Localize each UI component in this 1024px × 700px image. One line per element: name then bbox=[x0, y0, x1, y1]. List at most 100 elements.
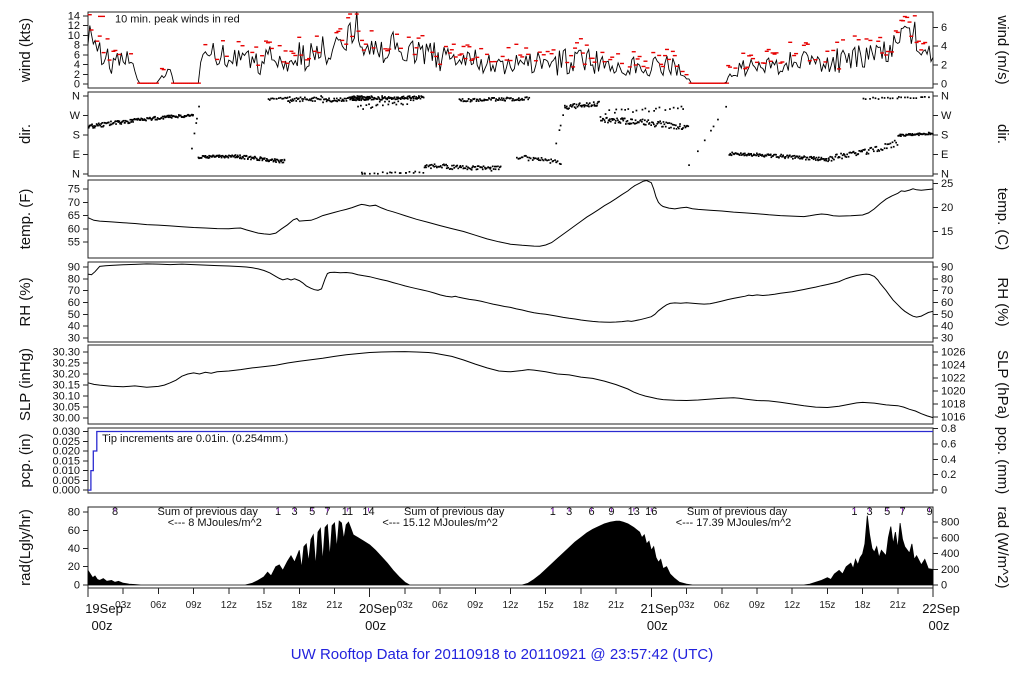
annotation: 1 bbox=[275, 506, 281, 518]
annotation: 14 bbox=[362, 506, 374, 518]
ytick-left-pcp: 0.025 bbox=[52, 436, 80, 448]
ytick-right-slp: 1018 bbox=[941, 399, 965, 411]
annotation: 8 bbox=[112, 506, 118, 518]
ytick-left-dir: S bbox=[73, 130, 80, 142]
ytick-left-wind: 0 bbox=[74, 79, 80, 91]
panel-slp: 30.0030.0530.1030.1530.2030.2530.3010161… bbox=[17, 344, 1011, 425]
axis-label-right-slp: SLP (hPa) bbox=[994, 350, 1011, 419]
ytick-left-wind: 4 bbox=[74, 59, 80, 71]
ytick-right-rad: 800 bbox=[941, 517, 959, 529]
xtick-label: 09z bbox=[749, 600, 765, 611]
xtick-label: 21z bbox=[326, 600, 342, 611]
xtick-label: 09z bbox=[467, 600, 483, 611]
annotation: 16 bbox=[645, 506, 657, 518]
ytick-left-wind: 14 bbox=[68, 10, 80, 22]
annotation: 10 min. peak winds in red bbox=[115, 13, 240, 25]
ytick-left-pcp: 0.030 bbox=[52, 426, 80, 438]
xtick-label: 06z bbox=[432, 600, 448, 611]
ytick-right-slp: 1022 bbox=[941, 373, 965, 385]
ytick-right-pcp: 0.6 bbox=[941, 438, 956, 450]
ytick-right-rh: 90 bbox=[941, 261, 953, 273]
annotation: 7 bbox=[899, 506, 905, 518]
ytick-right-rh: 50 bbox=[941, 309, 953, 321]
annotation: 5 bbox=[884, 506, 890, 518]
annotation: 3 bbox=[566, 506, 572, 518]
ytick-left-pcp: 0.005 bbox=[52, 475, 80, 487]
ytick-left-rad: 60 bbox=[68, 525, 80, 537]
axis-label-left-dir: dir. bbox=[17, 124, 34, 144]
axis-label-right-temp: temp. (C) bbox=[994, 188, 1011, 251]
ytick-left-pcp: 0.000 bbox=[52, 485, 80, 497]
axis-label-left-slp: SLP (inHg) bbox=[17, 348, 34, 421]
xtick-label: 12z bbox=[221, 600, 237, 611]
axis-label-right-wind: wind (m/s) bbox=[994, 14, 1011, 84]
axis-label-right-rh: RH (%) bbox=[994, 277, 1011, 326]
ytick-right-dir: N bbox=[941, 91, 949, 103]
ytick-right-wind: 0 bbox=[941, 79, 947, 91]
ytick-right-temp: 15 bbox=[941, 226, 953, 238]
ytick-left-rad: 0 bbox=[74, 579, 80, 591]
xtick-label: 03z bbox=[678, 600, 694, 611]
ytick-left-dir: E bbox=[73, 149, 80, 161]
annotation: 1 bbox=[550, 506, 556, 518]
ytick-left-slp: 30.00 bbox=[52, 413, 80, 425]
xtick-label: 18z bbox=[855, 600, 871, 611]
xtick-label: 21z bbox=[890, 600, 906, 611]
ytick-left-temp: 65 bbox=[68, 210, 80, 222]
ytick-right-rh: 30 bbox=[941, 332, 953, 344]
ytick-left-pcp: 0.020 bbox=[52, 446, 80, 458]
annotation: 9 bbox=[926, 506, 932, 518]
annotation: 13 bbox=[628, 506, 640, 518]
xtick-label: 06z bbox=[714, 600, 730, 611]
xtick-label: 12z bbox=[784, 600, 800, 611]
ytick-left-rh: 60 bbox=[68, 297, 80, 309]
annotation: <--- 17.39 MJoules/m^2 bbox=[676, 517, 792, 529]
ytick-right-pcp: 0.2 bbox=[941, 469, 956, 481]
ytick-right-rad: 200 bbox=[941, 564, 959, 576]
ytick-right-wind: 6 bbox=[941, 22, 947, 34]
xtick-label: 09z bbox=[186, 600, 202, 611]
ytick-left-rh: 70 bbox=[68, 285, 80, 297]
ytick-left-wind: 8 bbox=[74, 40, 80, 52]
annotation: 3 bbox=[867, 506, 873, 518]
ytick-right-slp: 1026 bbox=[941, 347, 965, 359]
date-label: 21Sep bbox=[641, 601, 679, 616]
ytick-left-dir: N bbox=[72, 91, 80, 103]
annotation: <--- 15.12 MJoules/m^2 bbox=[382, 517, 498, 529]
ytick-left-slp: 30.30 bbox=[52, 347, 80, 359]
ytick-right-rad: 0 bbox=[941, 579, 947, 591]
annotation: 7 bbox=[324, 506, 330, 518]
ytick-left-wind: 12 bbox=[68, 20, 80, 32]
ytick-left-dir: W bbox=[70, 110, 81, 122]
xtick-label: 18z bbox=[573, 600, 589, 611]
xtick-label: 15z bbox=[819, 600, 835, 611]
ytick-left-dir: N bbox=[72, 169, 80, 181]
date-label: 20Sep bbox=[359, 601, 397, 616]
xtick-label: 18z bbox=[291, 600, 307, 611]
ytick-left-pcp: 0.015 bbox=[52, 455, 80, 467]
xtick-label: 15z bbox=[256, 600, 272, 611]
ytick-left-wind: 6 bbox=[74, 49, 80, 61]
ytick-right-rh: 80 bbox=[941, 273, 953, 285]
annotation: Sum of previous day bbox=[404, 506, 505, 518]
annotation: <--- 8 MJoules/m^2 bbox=[168, 517, 262, 529]
ytick-right-dir: E bbox=[941, 149, 948, 161]
ytick-right-temp: 25 bbox=[941, 178, 953, 190]
ytick-right-slp: 1024 bbox=[941, 360, 965, 372]
date-time-label: 00z bbox=[92, 618, 113, 633]
ytick-left-temp: 70 bbox=[68, 197, 80, 209]
ytick-left-slp: 30.05 bbox=[52, 402, 80, 414]
axis-label-left-rad: rad(Lgly/hr) bbox=[17, 509, 34, 586]
ytick-left-rh: 80 bbox=[68, 273, 80, 285]
annotation: 9 bbox=[608, 506, 614, 518]
date-time-label: 00z bbox=[647, 618, 668, 633]
axis-label-right-pcp: pcp. (mm) bbox=[994, 427, 1011, 495]
annotation: 11 bbox=[342, 506, 353, 518]
ytick-right-pcp: 0.4 bbox=[941, 454, 956, 466]
